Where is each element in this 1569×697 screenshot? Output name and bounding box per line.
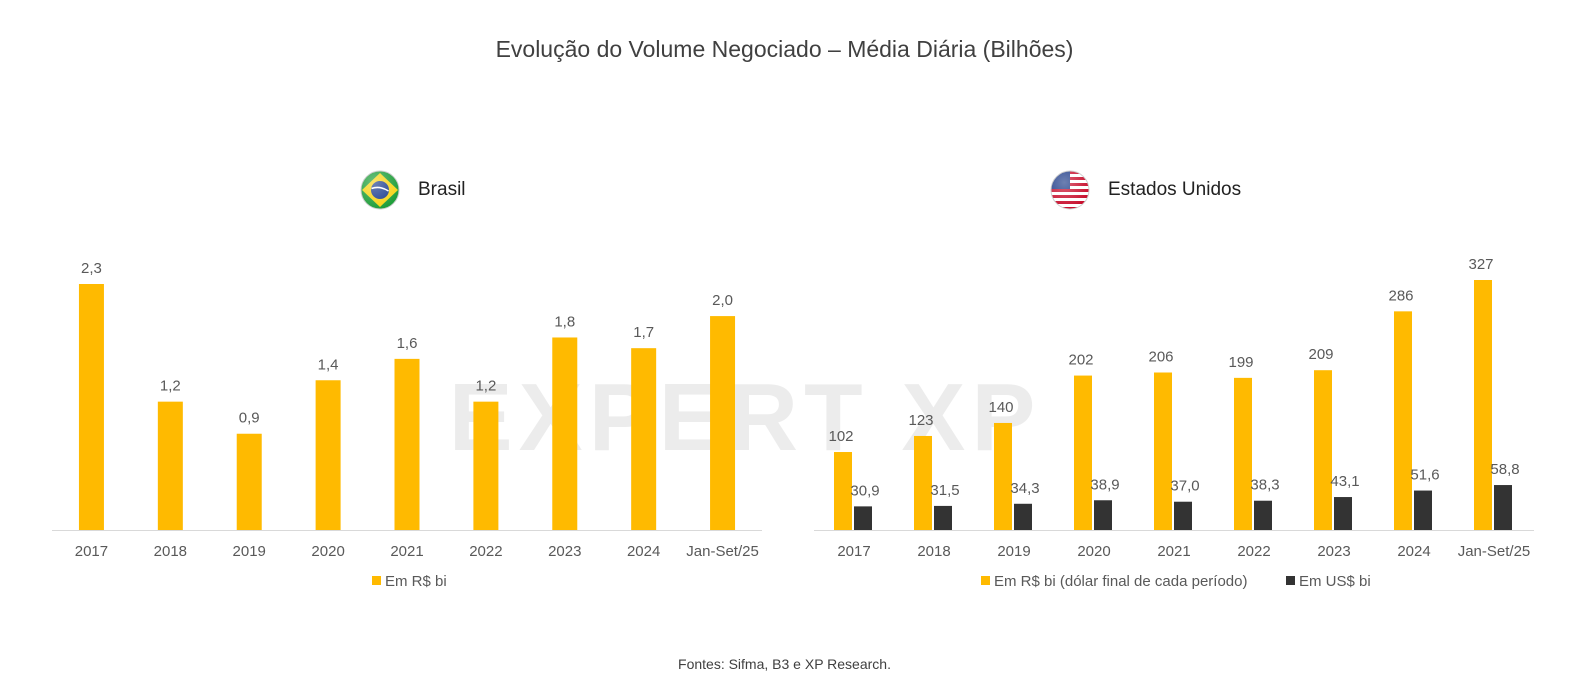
usa-x-tick-label: 2022 (1237, 543, 1270, 560)
usa-x-tick-label: 2024 (1397, 543, 1430, 560)
brasil-data-label: 1,6 (397, 335, 418, 352)
brasil-x-tick-label: 2020 (311, 543, 344, 560)
usa-flag-icon (1050, 170, 1090, 210)
chart-title: Evolução do Volume Negociado – Média Diá… (495, 36, 1074, 62)
brasil-bar-primary (236, 433, 262, 530)
brasil-chart-title: Brasil (418, 179, 466, 200)
usa-bar-secondary (1014, 503, 1032, 530)
usa-bar-primary (1154, 372, 1172, 530)
watermark-text: EXPERT XP (449, 364, 1042, 471)
usa-panel-header: Estados Unidos (1050, 170, 1241, 210)
brasil-data-label: 1,4 (318, 356, 339, 373)
brasil-data-label: 1,7 (633, 324, 654, 341)
usa-bar-secondary (1414, 490, 1432, 530)
brasil-bar-primary (78, 284, 104, 530)
brasil-bar-primary (315, 380, 341, 530)
usa-data-label: 31,5 (930, 482, 959, 499)
usa-bar-secondary (1494, 485, 1512, 530)
usa-data-label: 206 (1148, 349, 1173, 366)
usa-data-label: 102 (828, 428, 853, 445)
usa-legend-label: Em R$ bi (dólar final de cada período) (994, 573, 1247, 590)
usa-x-tick-label: 2019 (997, 543, 1030, 560)
usa-chart: 2017 102 30,9 2018 123 31,5 2019 140 34,3 2020 202… (814, 256, 1534, 590)
usa-data-label: 286 (1388, 287, 1413, 304)
brasil-bar-primary (631, 348, 657, 530)
usa-legend-label: Em US$ bi (1299, 573, 1371, 590)
brasil-legend-swatch (372, 576, 381, 585)
usa-data-label: 34,3 (1010, 480, 1039, 497)
usa-bar-secondary (1094, 500, 1112, 530)
brasil-bar-primary (394, 358, 420, 530)
usa-bar-primary (994, 422, 1012, 530)
usa-bar-secondary (854, 506, 872, 530)
usa-bar-primary (834, 452, 852, 530)
usa-bar-secondary (1174, 501, 1192, 530)
usa-x-tick-label: 2023 (1317, 543, 1350, 560)
brasil-data-label: 0,9 (239, 410, 260, 427)
brasil-data-label: 1,2 (160, 378, 181, 395)
usa-data-label: 30,9 (850, 482, 879, 499)
usa-bar-secondary (1254, 500, 1272, 530)
brasil-x-tick-label: Jan-Set/25 (686, 543, 759, 560)
usa-data-label: 37,0 (1170, 478, 1199, 495)
brasil-data-label: 2,0 (712, 292, 733, 309)
brasil-panel-header: Brasil (360, 170, 466, 210)
usa-data-label: 202 (1068, 352, 1093, 369)
usa-bar-primary (914, 435, 932, 530)
usa-x-tick-label: 2021 (1157, 543, 1190, 560)
brasil-legend-label: Em R$ bi (385, 573, 447, 590)
brasil-x-tick-label: 2018 (154, 543, 187, 560)
expert-watermark: EXPERT XP (449, 364, 1042, 471)
brasil-bar-primary (157, 401, 183, 530)
usa-data-label: 140 (988, 399, 1013, 416)
usa-bar-primary (1394, 311, 1412, 530)
brasil-bar-primary (710, 316, 736, 530)
usa-data-label: 199 (1228, 354, 1253, 371)
brasil-x-tick-label: 2022 (469, 543, 502, 560)
usa-legend-swatch (981, 576, 990, 585)
usa-data-label: 38,9 (1090, 476, 1119, 493)
usa-bar-primary (1074, 375, 1092, 530)
brasil-chart: 2017 2,3 2018 1,2 2019 0,9 2020 1,4 2021 1,6 2022 1… (52, 260, 762, 590)
usa-data-label: 38,3 (1250, 477, 1279, 494)
source-note: Fontes: Sifma, B3 e XP Research. (678, 656, 891, 672)
usa-x-tick-label: 2017 (837, 543, 870, 560)
usa-data-label: 58,8 (1490, 461, 1519, 478)
usa-data-label: 123 (908, 412, 933, 429)
brasil-x-tick-label: 2023 (548, 543, 581, 560)
brazil-flag-icon (360, 170, 400, 210)
usa-data-label: 51,6 (1410, 467, 1439, 484)
usa-data-label: 43,1 (1330, 473, 1359, 490)
brasil-data-label: 2,3 (81, 260, 102, 277)
usa-x-tick-label: 2018 (917, 543, 950, 560)
brasil-bar-primary (552, 337, 578, 530)
brasil-x-tick-label: 2019 (233, 543, 266, 560)
usa-x-tick-label: 2020 (1077, 543, 1110, 560)
usa-x-tick-label: Jan-Set/25 (1458, 543, 1531, 560)
usa-chart-title: Estados Unidos (1108, 179, 1242, 200)
brasil-data-label: 1,2 (475, 378, 496, 395)
brasil-x-tick-label: 2024 (627, 543, 660, 560)
brasil-x-tick-label: 2017 (75, 543, 108, 560)
usa-bar-primary (1314, 370, 1332, 530)
usa-bar-primary (1234, 377, 1252, 530)
usa-bar-secondary (934, 505, 952, 530)
usa-bar-secondary (1334, 497, 1352, 530)
brasil-data-label: 1,8 (554, 313, 575, 330)
usa-legend-swatch (1286, 576, 1295, 585)
usa-data-label: 209 (1308, 346, 1333, 363)
usa-bar-primary (1474, 280, 1492, 530)
brasil-x-tick-label: 2021 (390, 543, 423, 560)
brasil-bar-primary (473, 401, 499, 530)
usa-data-label: 327 (1468, 256, 1493, 273)
